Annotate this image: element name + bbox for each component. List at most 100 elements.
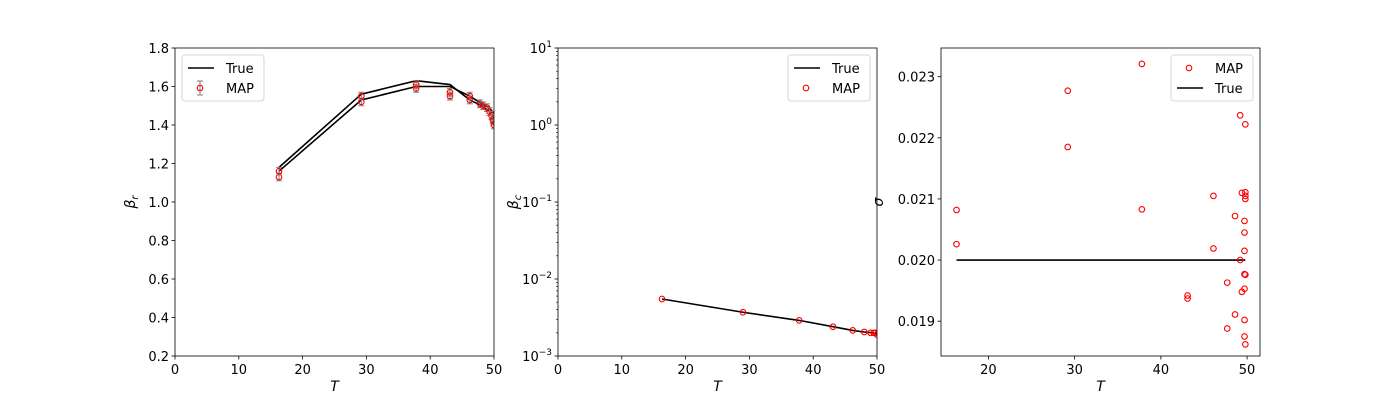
x-tick-label: 20: [980, 363, 997, 378]
data-point: [479, 102, 487, 110]
y-tick-label: 1.8: [148, 42, 169, 57]
data-point: [953, 206, 960, 214]
data-point: [1231, 311, 1239, 318]
x-tick-label: 40: [422, 363, 439, 378]
data-point: [1223, 279, 1231, 287]
plot-area: [953, 60, 1249, 348]
data-point: [1236, 256, 1244, 264]
data-point: [1241, 247, 1248, 255]
x-tick-label: 30: [1066, 363, 1083, 378]
x-tick-label: 0: [171, 363, 179, 378]
y-tick-label: 10−3: [522, 348, 552, 365]
y-tick-label: 1.0: [148, 196, 169, 211]
y-tick-label: 0.019: [898, 315, 935, 330]
x-tick-label: 20: [294, 363, 311, 378]
legend-handle-marker: [1185, 64, 1193, 72]
legend: MAP True: [1170, 54, 1254, 102]
y-tick-label: 0.8: [148, 235, 169, 250]
legend-label: True: [831, 62, 860, 77]
legend-label: True: [225, 62, 254, 77]
data-point: [829, 323, 837, 331]
data-point: [1241, 195, 1249, 203]
legend: True MAP: [787, 54, 871, 102]
data-point: [849, 327, 857, 334]
legend-handle-marker: [196, 84, 204, 92]
axes-frame: [940, 47, 1261, 357]
x-axis-label: T: [713, 379, 723, 395]
x-tick-label: 40: [805, 363, 822, 378]
data-point: [1241, 217, 1248, 225]
y-tick-label: 10−2: [522, 271, 552, 288]
data-point: [1241, 121, 1249, 128]
data-point: [873, 331, 877, 338]
data-point: [1241, 341, 1249, 348]
data-point: [1223, 325, 1231, 332]
x-axis-label: T: [330, 379, 340, 395]
series-line-true: [278, 85, 494, 172]
data-point: [1064, 87, 1072, 95]
data-point: [860, 328, 868, 336]
y-tick-label: 0.2: [148, 350, 169, 365]
x-tick-label: 50: [486, 363, 503, 378]
y-tick-label: 0.022: [898, 132, 935, 147]
data-point: [1210, 192, 1217, 200]
data-point: [1184, 292, 1191, 299]
data-point: [1210, 245, 1217, 252]
legend: True MAP: [181, 54, 265, 102]
data-point: [446, 88, 454, 96]
legend-label: True: [1214, 82, 1243, 97]
x-tick-label: 30: [741, 363, 758, 378]
data-point: [1241, 188, 1249, 196]
data-point: [1138, 205, 1146, 213]
data-point: [953, 240, 960, 248]
data-point: [795, 317, 803, 324]
y-axis-label: σ: [871, 196, 887, 206]
data-point: [1241, 192, 1249, 200]
legend-label: MAP: [226, 82, 254, 97]
series-line-true: [661, 298, 877, 335]
axes-frame: [557, 47, 878, 357]
data-point: [1241, 271, 1249, 279]
y-tick-label: 1.2: [148, 158, 169, 173]
data-point: [412, 81, 420, 88]
y-tick-label: 0.023: [898, 71, 935, 86]
data-point: [1231, 212, 1239, 220]
legend-label: MAP: [832, 82, 860, 97]
data-point: [275, 167, 283, 175]
x-tick-label: 10: [231, 363, 248, 378]
data-point: [490, 121, 494, 129]
x-tick-label: 50: [869, 363, 886, 378]
legend-label: MAP: [1215, 62, 1243, 77]
x-tick-label: 0: [554, 363, 562, 378]
x-tick-label: 40: [1153, 363, 1170, 378]
y-axis-label: βc: [506, 194, 524, 210]
data-point: [1241, 333, 1248, 340]
x-tick-label: 30: [358, 363, 375, 378]
y-tick-label: 0.021: [898, 193, 935, 208]
chart-2: 0 10 20 30 40 50 10−3 10−2 10−1 100 101 Tβc True MAP: [506, 40, 885, 395]
data-point: [488, 112, 494, 119]
y-tick-label: 1.4: [148, 119, 169, 134]
x-tick-label: 20: [677, 363, 694, 378]
data-point: [1241, 316, 1248, 324]
data-point: [1241, 285, 1248, 293]
data-point: [658, 295, 666, 303]
plot-area: [658, 295, 877, 338]
data-point: [1064, 143, 1072, 151]
x-axis-label: T: [1096, 379, 1106, 395]
chart-3: 20 30 40 50 0.019 0.020 0.021 0.022 0.023 Tσ MAP Tr…: [871, 47, 1261, 395]
data-point: [1241, 229, 1248, 236]
y-tick-label: 1.6: [148, 81, 169, 96]
axes-frame: [174, 47, 495, 357]
y-tick-label: 101: [530, 40, 552, 57]
data-point: [466, 92, 474, 100]
data-point: [1138, 60, 1146, 68]
data-point: [739, 308, 747, 316]
plot-area: [275, 79, 494, 182]
x-tick-label: 10: [614, 363, 631, 378]
y-axis-label: βr: [123, 195, 141, 210]
y-tick-label: 0.020: [898, 254, 935, 269]
data-point: [490, 117, 494, 125]
data-point: [1236, 111, 1244, 119]
